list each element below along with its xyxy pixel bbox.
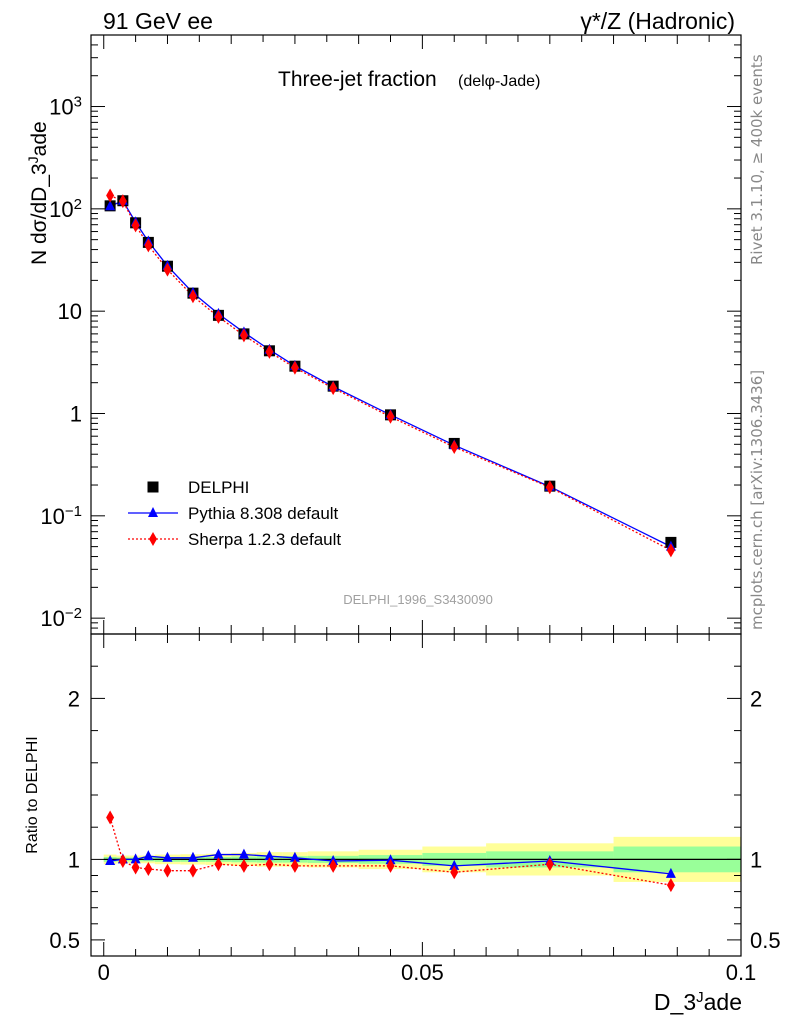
- series-2-point: [118, 194, 127, 209]
- ratio-0-point: [238, 848, 249, 859]
- header-left: 91 GeV ee: [103, 8, 213, 34]
- ratio-0-point: [162, 851, 173, 862]
- series-line-2: [109, 194, 672, 551]
- series-2-point: [214, 309, 223, 324]
- ratio-1-point: [188, 863, 197, 878]
- x-tick-label: 0.05: [401, 960, 444, 985]
- ratio-1-point: [214, 857, 223, 872]
- mcplots-label: mcplots.cern.ch [arXiv:1306.3436]: [748, 370, 766, 630]
- main-series: [104, 188, 677, 558]
- ratio-0-point: [289, 851, 300, 862]
- ratio-y-tick-label-right: 2: [750, 686, 762, 711]
- series-2-point: [131, 218, 140, 233]
- ratio-y-tick-label: 0.5: [49, 928, 80, 953]
- ratio-0-point: [449, 859, 460, 870]
- ratio-0-point: [213, 848, 224, 859]
- analysis-tag: DELPHI_1996_S3430090: [343, 592, 493, 607]
- legend-marker: [148, 507, 158, 517]
- plot-title: Three-jet fraction: [278, 68, 437, 91]
- series-1-point: [105, 200, 116, 211]
- ratio-y-tick-label-right: 1: [750, 847, 762, 872]
- ratio-1-point: [163, 863, 172, 878]
- ratio-1-point: [118, 854, 127, 869]
- series-2-point: [188, 289, 197, 304]
- ratio-y-tick-label-right: 0.5: [750, 928, 781, 953]
- y-tick-label: 10−1: [40, 502, 82, 529]
- series-2-point: [265, 344, 274, 359]
- y-tick-label: 10−2: [40, 605, 82, 632]
- rivet-label: Rivet 3.1.10, ≥ 400k events: [748, 54, 766, 265]
- legend-label: DELPHI: [188, 478, 249, 497]
- y-tick-label: 103: [49, 93, 82, 120]
- series-2-point: [666, 543, 675, 558]
- ratio-1-point: [265, 857, 274, 872]
- main-plot: 10−2 10−1 1 10 102 103 Three-jet fraction (de…: [25, 34, 742, 635]
- ratio-1-point: [239, 858, 248, 873]
- ratio-y-label: Ratio to DELPHI: [24, 736, 41, 853]
- ratio-0-point: [665, 867, 676, 878]
- ratio-1-point: [450, 865, 459, 880]
- ratio-x-axis: 0 0.05 0.1: [98, 634, 757, 985]
- ratio-y-tick-label: 1: [68, 847, 80, 872]
- ratio-y-axis: 0.5 0.5 1 1 2 2: [49, 633, 781, 957]
- main-x-ticks: [103, 35, 742, 634]
- main-y-label: N dσ/dD_3Jade: [25, 121, 51, 265]
- legend-marker: [149, 532, 157, 546]
- ratio-1-point: [386, 858, 395, 873]
- x-tick-label: 0.1: [726, 960, 757, 985]
- y-tick-label: 1: [70, 401, 82, 426]
- ratio-0-point: [187, 851, 198, 862]
- x-axis-label: D_3Jade: [654, 989, 742, 1016]
- series-2-point: [163, 262, 172, 277]
- series-2-point: [545, 480, 554, 495]
- ratio-1-point: [106, 810, 115, 825]
- series-2-point: [450, 440, 459, 455]
- main-y-axis: 10−2 10−1 1 10 102 103: [40, 34, 741, 635]
- series-2-point: [239, 328, 248, 343]
- series-2-point: [290, 360, 299, 375]
- series-2-point: [329, 381, 338, 396]
- y-tick-label: 10: [58, 299, 82, 324]
- ratio-0-point: [130, 853, 141, 864]
- ratio-plot-frame: [90, 633, 742, 957]
- ratio-1-point: [545, 857, 554, 872]
- series-2-point: [386, 409, 395, 424]
- legend-marker: [147, 481, 159, 493]
- uncertainty-bands: [103, 836, 741, 882]
- ratio-1-point: [329, 858, 338, 873]
- ratio-1-point: [290, 858, 299, 873]
- ratio-series: [105, 810, 676, 893]
- y-tick-label: 102: [49, 195, 82, 222]
- header-right: γ*/Z (Hadronic): [580, 8, 735, 34]
- plot-subtitle: (delφ-Jade): [458, 73, 540, 90]
- x-tick-label: 0: [98, 960, 110, 985]
- ratio-0-point: [105, 855, 116, 866]
- ratio-y-tick-label: 2: [68, 686, 80, 711]
- legend: DELPHI Pythia 8.308 default Sherpa 1.2.3 d…: [128, 478, 341, 549]
- ratio-0-point: [143, 850, 154, 861]
- series-2-point: [106, 188, 115, 203]
- ratio-1-point: [666, 878, 675, 893]
- legend-label: Sherpa 1.2.3 default: [188, 530, 341, 549]
- ratio-0-point: [264, 850, 275, 861]
- ratio-1-point: [131, 860, 140, 875]
- ratio-1-point: [144, 862, 153, 877]
- ratio-plot: 0.5 0.5 1 1 2 2 0 0.05 0.1 Ratio to DELPHI D_3J…: [24, 633, 781, 1016]
- series-2-point: [144, 238, 153, 253]
- legend-label: Pythia 8.308 default: [188, 504, 339, 523]
